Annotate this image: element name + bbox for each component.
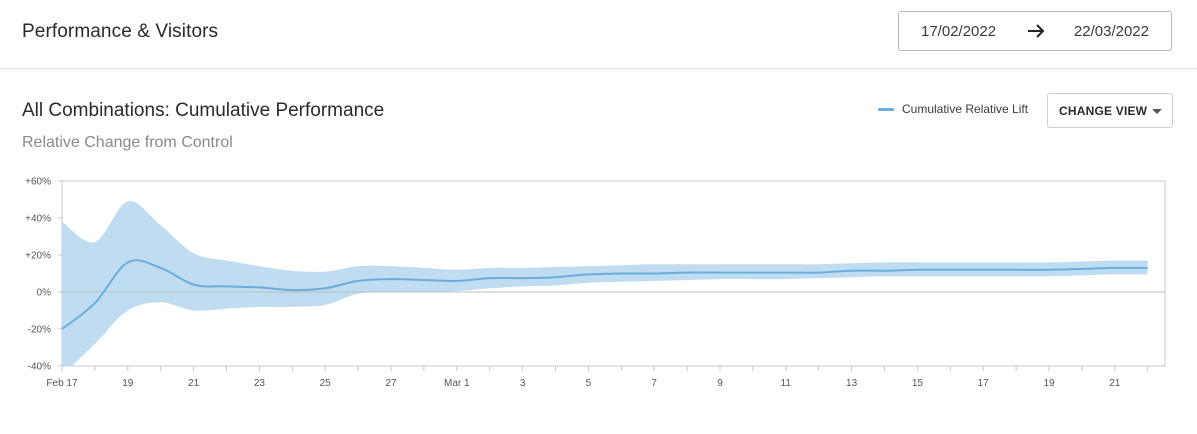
x-tick-label: 5 <box>586 378 592 389</box>
confidence-band <box>62 201 1148 366</box>
legend-swatch <box>878 107 894 111</box>
x-tick-label: 7 <box>651 378 657 389</box>
y-tick-label: -20% <box>28 325 51 336</box>
x-tick-label: Feb 17 <box>46 378 78 389</box>
start-date-field[interactable]: 17/02/2022 <box>921 23 997 40</box>
chart-subtitle: Relative Change from Control <box>22 134 233 151</box>
x-tick-label: 17 <box>978 378 990 389</box>
performance-chart: +60% +40% +20% 0% -20% -40% Feb 17 19 21 23 25 27 Ma… <box>25 177 1166 389</box>
y-tick-label: +20% <box>25 251 51 262</box>
change-view-label: CHANGE VIEW <box>1059 104 1148 118</box>
page-title: Performance & Visitors <box>22 21 219 42</box>
date-range-picker[interactable]: 17/02/2022 22/03/2022 <box>898 11 1172 51</box>
x-tick-label: 23 <box>254 378 266 389</box>
chart-legend: Cumulative Relative Lift <box>878 102 1028 116</box>
x-tick-label: 3 <box>520 378 526 389</box>
chart-title: All Combinations: Cumulative Performance <box>22 100 385 121</box>
y-tick-label: 0% <box>37 288 52 299</box>
x-tick-label: Mar 1 <box>444 378 470 389</box>
y-tick-label: +40% <box>25 214 51 225</box>
legend-label: Cumulative Relative Lift <box>902 102 1029 116</box>
x-tick-label: 9 <box>717 378 723 389</box>
x-tick-label: 15 <box>912 378 924 389</box>
y-tick-label: +60% <box>25 177 51 188</box>
caret-down-icon <box>1152 109 1162 114</box>
x-tick-label: 21 <box>1109 378 1121 389</box>
x-tick-label: 27 <box>385 378 397 389</box>
change-view-dropdown[interactable]: CHANGE VIEW <box>1047 93 1173 128</box>
x-tick-label: 13 <box>846 378 858 389</box>
x-tick-label: 21 <box>188 378 200 389</box>
x-tick-label: 19 <box>122 378 134 389</box>
arrow-right-icon <box>1028 24 1045 38</box>
x-tick-label: 19 <box>1043 378 1055 389</box>
x-tick-label: 25 <box>320 378 332 389</box>
y-tick-label: -40% <box>28 362 51 373</box>
x-tick-label: 11 <box>781 378 792 389</box>
top-bar: Performance & Visitors 17/02/2022 22/03/… <box>0 0 1197 69</box>
series-line-cumulative-relative-lift <box>62 259 1148 330</box>
end-date-field[interactable]: 22/03/2022 <box>1073 23 1149 40</box>
